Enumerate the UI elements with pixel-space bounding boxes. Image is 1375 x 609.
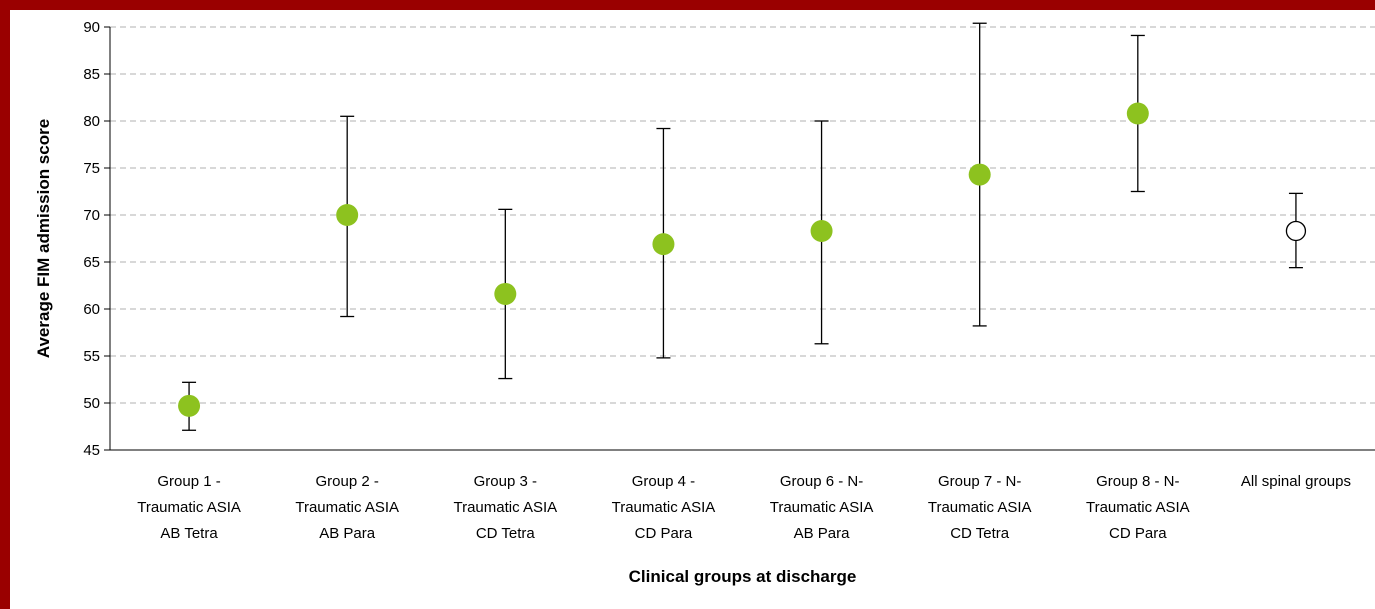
y-tick-labels: 45 50 55 60 65 70 75 80 85 90 xyxy=(83,19,100,459)
x-category-label: Group 6 - N-Traumatic ASIA AB Para xyxy=(770,473,874,542)
y-tick-label: 90 xyxy=(83,19,100,36)
y-tick-label: 55 xyxy=(83,348,100,365)
data-point xyxy=(810,219,833,242)
y-axis-title: Average FIM admission score xyxy=(34,119,53,358)
data-point xyxy=(652,233,675,256)
data-point xyxy=(178,394,201,417)
chart: 45 50 55 60 65 70 75 80 85 90 Group 1 -Traumatic … xyxy=(34,19,1375,586)
x-axis-title: Clinical groups at discharge xyxy=(629,567,857,586)
axes xyxy=(104,26,1375,451)
y-tick-label: 45 xyxy=(83,442,100,459)
data-point xyxy=(336,204,359,226)
x-category-label: Group 2 -Traumatic ASIA AB Para xyxy=(295,473,399,542)
y-tick-label: 60 xyxy=(83,301,100,318)
data-points xyxy=(178,102,1307,417)
y-tick-label: 75 xyxy=(83,160,100,177)
x-category-label: All spinal groups xyxy=(1241,473,1351,490)
x-category-label: Group 4 -Traumatic ASIA CD Para xyxy=(612,473,716,542)
data-point-hollow xyxy=(1285,220,1307,242)
x-category-label: Group 8 - N-Traumatic ASIA CD Para xyxy=(1086,473,1190,542)
x-category-label: Group 1 -Traumatic ASIA AB Tetra xyxy=(137,473,241,542)
data-point xyxy=(968,163,991,186)
data-point xyxy=(1126,102,1149,125)
x-category-label: Group 7 - N-Traumatic ASIA CD Tetra xyxy=(928,473,1032,542)
gridlines xyxy=(110,26,1375,404)
error-bars xyxy=(182,22,1303,431)
y-tick-label: 85 xyxy=(83,66,100,83)
y-tick-label: 70 xyxy=(83,207,100,224)
x-category-label: Group 3 -Traumatic ASIA CD Tetra xyxy=(453,473,557,542)
data-point xyxy=(494,282,517,305)
chart-frame: 45 50 55 60 65 70 75 80 85 90 Group 1 -Traumatic … xyxy=(10,10,1375,609)
y-tick-label: 50 xyxy=(83,395,100,412)
y-tick-label: 65 xyxy=(83,254,100,271)
x-category-labels: Group 1 -Traumatic ASIA AB Tetra Group 2 -… xyxy=(137,473,1351,542)
y-tick-label: 80 xyxy=(83,113,100,130)
